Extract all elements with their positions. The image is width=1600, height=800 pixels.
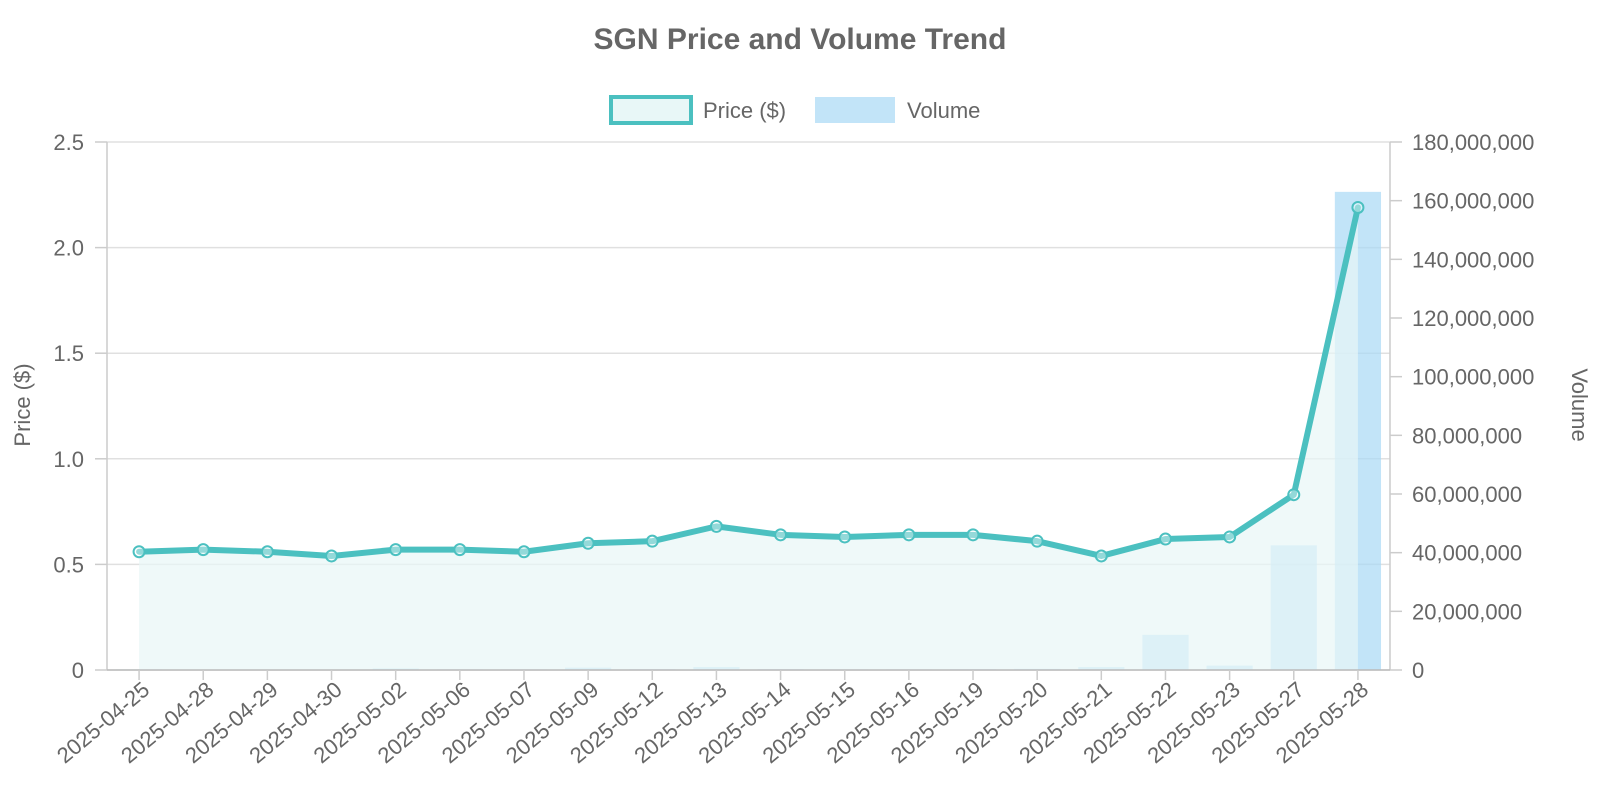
price-area-fill <box>139 207 1358 671</box>
legend-item-price[interactable]: Price ($) <box>609 95 786 125</box>
legend-label-price: Price ($) <box>703 98 786 123</box>
y-right-tick-label: 120,000,000 <box>1412 306 1534 331</box>
y-right-tick-label: 40,000,000 <box>1412 541 1522 566</box>
price-point-2025-05-06 <box>453 543 467 557</box>
price-point-2025-05-13 <box>709 519 723 533</box>
y-left-tick-label: 2.5 <box>53 130 84 155</box>
y-left-ticks: 0 0.5 1.0 1.5 2.0 2.5 <box>53 130 107 683</box>
price-point-2025-05-28 <box>1351 200 1365 214</box>
chart-title: SGN Price and Volume Trend <box>594 23 1007 56</box>
price-point-2025-05-07 <box>517 545 531 559</box>
price-point-2025-05-02 <box>389 543 403 557</box>
y-left-tick-label: 2.0 <box>53 236 84 261</box>
price-point-2025-05-12 <box>645 534 659 548</box>
axes <box>106 142 1391 671</box>
legend-item-volume[interactable]: Volume <box>815 97 980 123</box>
price-point-2025-04-28 <box>196 543 210 557</box>
price-points <box>132 200 1365 563</box>
price-line <box>136 204 1361 559</box>
y-right-tick-label: 100,000,000 <box>1412 365 1534 390</box>
price-point-2025-04-30 <box>325 549 339 563</box>
price-point-2025-05-21 <box>1094 549 1108 563</box>
x-ticks: 2025-04-252025-04-282025-04-292025-04-30… <box>52 670 1373 768</box>
price-point-2025-05-22 <box>1158 532 1172 546</box>
price-point-2025-05-27 <box>1287 488 1301 502</box>
y-right-tick-label: 0 <box>1412 658 1424 683</box>
price-point-2025-05-23 <box>1223 530 1237 544</box>
price-point-2025-05-20 <box>1030 534 1044 548</box>
price-point-2025-04-29 <box>260 545 274 559</box>
y-right-tick-label: 140,000,000 <box>1412 247 1534 272</box>
legend-label-volume: Volume <box>907 98 980 123</box>
price-line-group <box>136 204 1361 559</box>
legend-swatch-price <box>609 95 693 125</box>
price-point-2025-05-15 <box>838 530 852 544</box>
y-right-ticks: 0 20,000,000 40,000,000 60,000,000 80,000,00… <box>1390 130 1534 683</box>
price-point-2025-05-09 <box>581 536 595 550</box>
price-point-2025-05-16 <box>902 528 916 542</box>
y-left-axis-title: Price ($) <box>10 363 35 446</box>
y-right-tick-label: 80,000,000 <box>1412 423 1522 448</box>
y-left-tick-label: 1.5 <box>53 341 84 366</box>
price-area <box>139 207 1358 671</box>
legend: Price ($) Volume <box>609 95 980 125</box>
y-right-axis-title: Volume <box>1567 368 1592 441</box>
price-point-2025-05-14 <box>774 528 788 542</box>
y-left-tick-label: 1.0 <box>53 447 84 472</box>
price-point-2025-05-19 <box>966 528 980 542</box>
y-right-tick-label: 20,000,000 <box>1412 599 1522 624</box>
y-left-tick-label: 0 <box>72 658 84 683</box>
price-point-2025-04-25 <box>132 545 146 559</box>
y-right-tick-label: 60,000,000 <box>1412 482 1522 507</box>
y-right-tick-label: 180,000,000 <box>1412 130 1534 155</box>
legend-swatch-volume <box>815 97 895 123</box>
y-left-tick-label: 0.5 <box>53 552 84 577</box>
y-right-tick-label: 160,000,000 <box>1412 189 1534 214</box>
